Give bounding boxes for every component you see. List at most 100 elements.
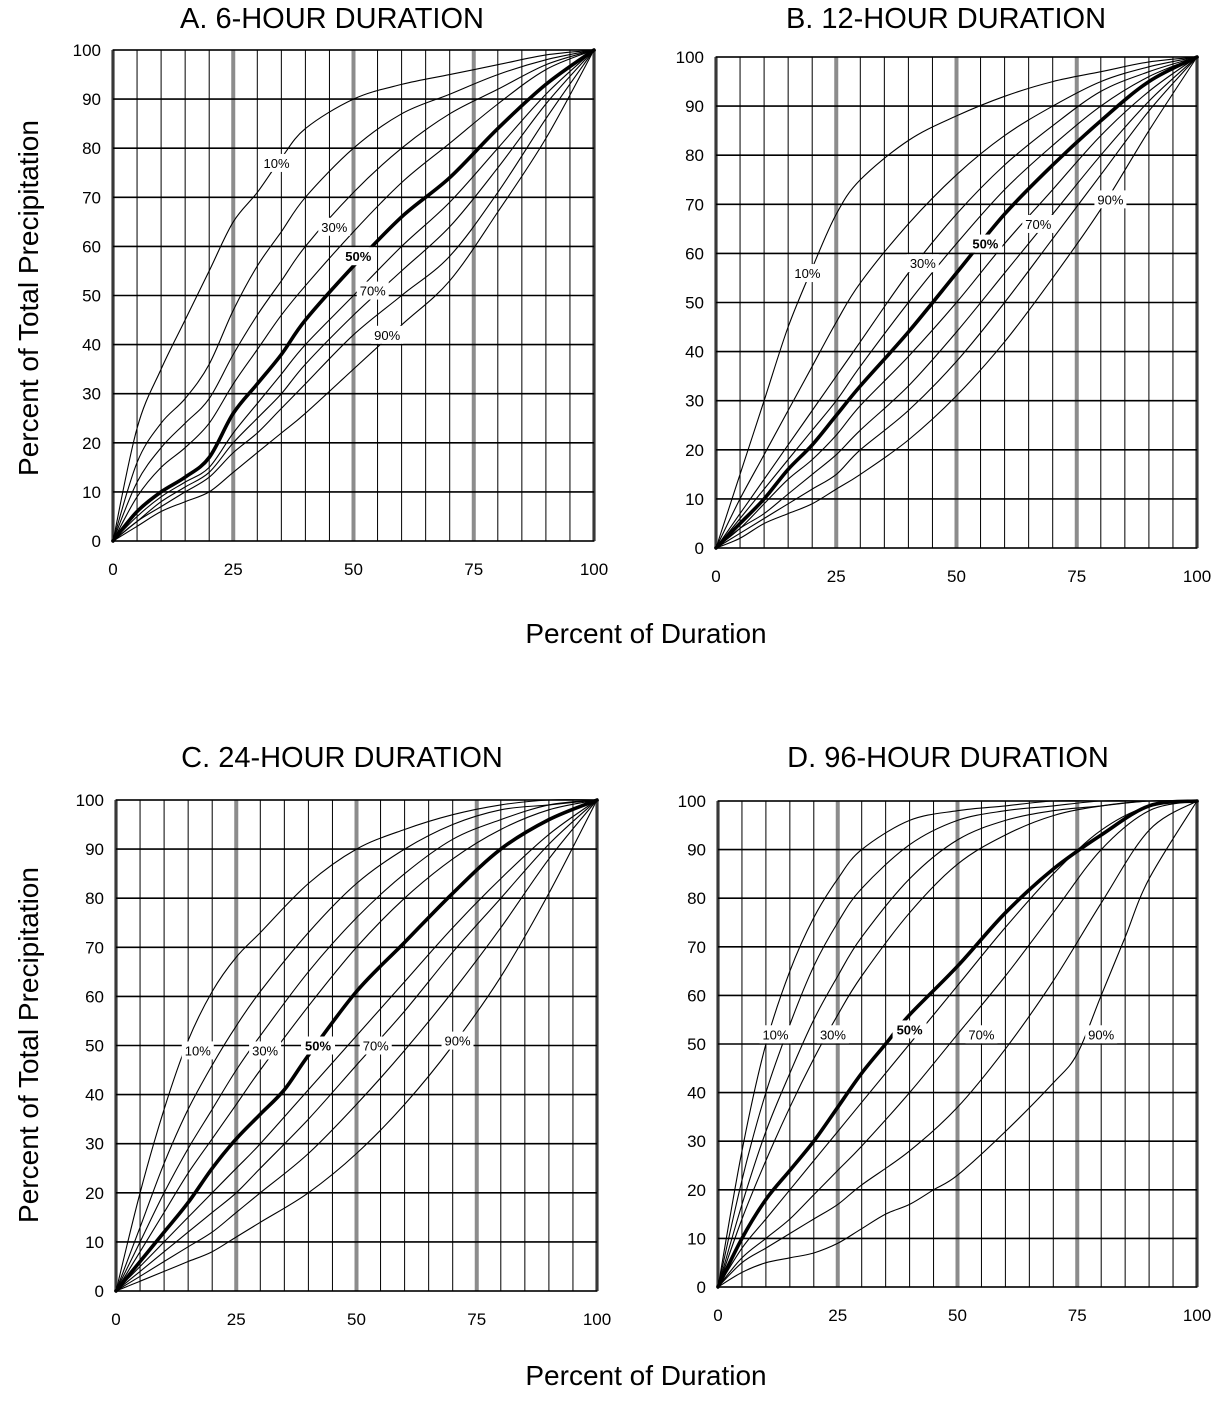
panel-a-label-bg-90pct <box>371 325 404 344</box>
panel-d-label-30pct: 30% <box>820 1027 846 1042</box>
panel-d-series-70pct <box>717 800 1198 1288</box>
panel-d-label-90pct: 90% <box>1088 1027 1114 1042</box>
panel-d-series-10pct <box>717 800 1198 1288</box>
panel-a-ytick-0: 0 <box>92 532 101 551</box>
panel-d-ytick-60: 60 <box>687 986 706 1005</box>
panel-c-label-30pct: 30% <box>252 1043 278 1058</box>
panel-b-series-30pct <box>715 56 1198 549</box>
panel-b-series-70pct <box>715 56 1198 549</box>
panel-a: A. 6-HOUR DURATION 0 10 20 30 40 50 60 70 80 90 100… <box>73 3 609 579</box>
panel-b-ytick-40: 40 <box>685 343 704 362</box>
y-axis-title-bottom: Percent of Total Precipitation <box>13 867 44 1223</box>
panel-c-ytick-0: 0 <box>95 1282 104 1301</box>
panel-c-series-90pct <box>115 799 598 1292</box>
panel-c-series-20pct <box>115 799 598 1292</box>
panel-c-series-60pct <box>115 799 598 1292</box>
panel-c-ytick-50: 50 <box>85 1037 104 1056</box>
panel-a-series-40pct <box>112 49 595 542</box>
panel-b-label-50pct: 50% <box>972 237 998 252</box>
panel-d-label-bg-10pct <box>759 1025 792 1044</box>
panel-c-xtick-0: 0 <box>111 1310 120 1329</box>
panel-b-xtick-100: 100 <box>1183 567 1211 586</box>
panel-c-series-50pct <box>114 798 599 1293</box>
panel-a-label-bg-30pct <box>318 217 351 236</box>
panel-d-ytick-20: 20 <box>687 1181 706 1200</box>
panel-c-series-40pct <box>115 799 598 1292</box>
panel-a-series-70pct <box>112 49 595 542</box>
panel-a-ytick-10: 10 <box>82 483 101 502</box>
panel-b-frame <box>715 56 1198 549</box>
panel-a-ytick-90: 90 <box>82 90 101 109</box>
panel-b-label-bg-50pct <box>968 234 1003 253</box>
panel-b-title: B. 12-HOUR DURATION <box>786 3 1106 35</box>
panel-d-ytick-0: 0 <box>697 1278 706 1297</box>
panel-a-series-60pct <box>112 49 595 542</box>
panel-a-label-70pct: 70% <box>360 284 386 299</box>
panel-c-frame <box>115 799 598 1292</box>
panel-c-label-50pct: 50% <box>305 1039 331 1054</box>
panel-b-label-70pct: 70% <box>1025 217 1051 232</box>
panel-c-label-10pct: 10% <box>185 1043 211 1058</box>
panel-a-label-90pct: 90% <box>374 328 400 343</box>
panel-c-ytick-80: 80 <box>85 889 104 908</box>
panel-b-series-60pct <box>715 56 1198 549</box>
panel-a-label-bg-50pct <box>341 247 376 266</box>
panel-b-series-80pct <box>715 56 1198 549</box>
panel-b-ytick-70: 70 <box>685 195 704 214</box>
panel-d-label-10pct: 10% <box>762 1027 788 1042</box>
panel-a-xtick-50: 50 <box>344 560 363 579</box>
panel-d-ytick-70: 70 <box>687 938 706 957</box>
panel-c-ytick-70: 70 <box>85 938 104 957</box>
panel-a-ytick-50: 50 <box>82 287 101 306</box>
panel-d-xtick-50: 50 <box>948 1306 967 1325</box>
panel-d-series-40pct <box>717 800 1198 1288</box>
panel-c-xtick-25: 25 <box>227 1310 246 1329</box>
panel-b-ytick-50: 50 <box>685 294 704 313</box>
panel-c-label-bg-30pct <box>249 1041 282 1060</box>
panel-c-label-70pct: 70% <box>363 1039 389 1054</box>
panel-c-ytick-30: 30 <box>85 1135 104 1154</box>
panel-d-ytick-90: 90 <box>687 841 706 860</box>
panel-b-ytick-60: 60 <box>685 244 704 263</box>
panel-a-frame <box>112 49 595 542</box>
panel-d-ytick-30: 30 <box>687 1132 706 1151</box>
panel-c-series-10pct <box>115 799 598 1292</box>
y-axis-title-top: Percent of Total Precipitation <box>13 120 44 476</box>
panel-c-label-bg-10pct <box>181 1041 214 1060</box>
panel-b-series-20pct <box>715 56 1198 549</box>
panel-c-ytick-20: 20 <box>85 1184 104 1203</box>
panel-d-label-50pct: 50% <box>897 1022 923 1037</box>
panel-c-ytick-40: 40 <box>85 1086 104 1105</box>
panel-b-series-90pct <box>715 56 1198 549</box>
panel-b-label-bg-30pct <box>906 254 939 273</box>
panel-c-series-80pct <box>115 799 598 1292</box>
panel-a-label-10pct: 10% <box>264 156 290 171</box>
panel-d-series-50pct <box>716 799 1199 1289</box>
panel-c-ytick-100: 100 <box>76 791 104 810</box>
panel-c-xtick-50: 50 <box>347 1310 366 1329</box>
panel-c-series-30pct <box>115 799 598 1292</box>
panel-b-label-bg-70pct <box>1022 214 1055 233</box>
panel-b-ytick-90: 90 <box>685 97 704 116</box>
panel-d-label-bg-90pct <box>1085 1025 1118 1044</box>
panel-c-label-bg-70pct <box>359 1036 392 1055</box>
panel-b-ytick-80: 80 <box>685 146 704 165</box>
panel-a-label-30pct: 30% <box>321 220 347 235</box>
panel-c-ytick-60: 60 <box>85 987 104 1006</box>
panel-a-ytick-30: 30 <box>82 385 101 404</box>
panel-d-label-bg-30pct <box>816 1025 849 1044</box>
panel-a-series-80pct <box>112 49 595 542</box>
panel-a-ytick-70: 70 <box>82 188 101 207</box>
panel-c-title: C. 24-HOUR DURATION <box>181 742 503 774</box>
panel-a-xtick-75: 75 <box>464 560 483 579</box>
panel-b-ytick-10: 10 <box>685 490 704 509</box>
panel-d-ytick-10: 10 <box>687 1229 706 1248</box>
panel-d: D. 96-HOUR DURATION 0 10 20 30 40 50 60 70 80 90 10… <box>678 742 1212 1325</box>
panel-d-frame <box>717 800 1198 1288</box>
panel-d-ytick-40: 40 <box>687 1084 706 1103</box>
panel-d-title: D. 96-HOUR DURATION <box>787 742 1109 774</box>
panel-a-xtick-25: 25 <box>224 560 243 579</box>
panel-d-ytick-80: 80 <box>687 889 706 908</box>
